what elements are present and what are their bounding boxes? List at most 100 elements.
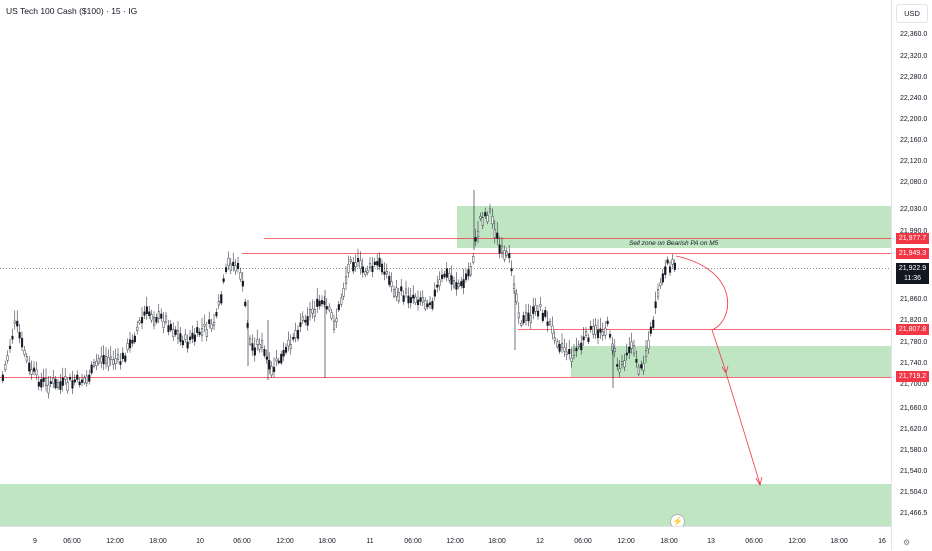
lightning-icon[interactable]: ⚡ [670, 514, 685, 529]
time-tick-label: 18:00 [660, 538, 678, 545]
candle-body [193, 334, 196, 342]
candle-body [378, 257, 381, 267]
candle-body [145, 306, 148, 314]
candle-body [376, 261, 379, 266]
candle-body [133, 335, 136, 343]
candle-body [592, 325, 595, 335]
candle-body [311, 308, 314, 314]
price-tick-label: 21,740.0 [900, 360, 928, 367]
time-tick-label: 06:00 [63, 538, 81, 545]
candle-body [364, 271, 367, 276]
candle-body [472, 256, 475, 263]
candle-body [316, 298, 319, 307]
candle-body [191, 332, 194, 339]
time-tick-label: 12:00 [788, 538, 806, 545]
candle-body [558, 343, 561, 352]
candle-body [124, 355, 127, 362]
supply-zone [457, 206, 891, 248]
candle-body [227, 257, 230, 266]
candle-body [345, 276, 348, 285]
candle-body [609, 334, 612, 338]
chart-area[interactable]: US Tech 100 Cash ($100) · 15 · IG Sell z… [0, 0, 891, 529]
candle-body [532, 306, 535, 315]
candle-body [561, 343, 564, 348]
candle-body [251, 343, 254, 351]
time-tick-label: 13 [707, 538, 715, 545]
candle-body [508, 253, 511, 259]
candle-body [66, 382, 69, 391]
time-tick-label: 18:00 [488, 538, 506, 545]
candle-body [429, 302, 432, 306]
candle-body [270, 366, 273, 376]
candle-body [498, 244, 501, 254]
candle-body [465, 273, 468, 280]
candle-body [68, 377, 72, 380]
candle-body [489, 208, 492, 212]
currency-button[interactable]: USD [896, 4, 928, 23]
candle-body [184, 334, 187, 340]
candle-body [525, 312, 528, 321]
candle-body [556, 341, 559, 348]
candle-body [8, 345, 12, 349]
candle-body [618, 368, 621, 373]
candle-body [47, 384, 50, 394]
price-tick-label: 21,620.0 [900, 426, 928, 433]
candle-body [479, 216, 482, 219]
candle-body [258, 344, 261, 350]
candle-body [421, 297, 424, 303]
time-axis[interactable] [0, 526, 891, 551]
candle-body [90, 364, 93, 374]
candle-body [496, 232, 499, 239]
candle-body [275, 358, 278, 362]
candle-body [277, 360, 280, 364]
price-tick-label: 22,280.0 [900, 74, 928, 81]
candle-body [517, 312, 520, 319]
candle-body [582, 336, 585, 341]
candle-body [527, 312, 530, 322]
candle-body [102, 355, 105, 365]
candle-body [546, 321, 549, 326]
time-tick-label: 12:00 [276, 538, 294, 545]
candle-body [325, 306, 328, 310]
candle-body [232, 261, 235, 267]
candle-body [40, 379, 43, 388]
candle-body [253, 347, 256, 356]
candle-body [212, 321, 216, 326]
time-tick-label: 06:00 [233, 538, 251, 545]
candle-body [167, 325, 170, 332]
candle-body [585, 330, 588, 336]
candle-body [330, 312, 333, 319]
price-chart[interactable] [0, 0, 891, 526]
candle-body [203, 324, 206, 327]
candle-body [568, 349, 571, 355]
time-tick-label: 12 [536, 538, 544, 545]
time-tick-label: 18:00 [318, 538, 336, 545]
candle-body [661, 273, 664, 283]
candle-body [198, 331, 201, 335]
candle-body [383, 271, 386, 275]
candle-body [357, 257, 360, 262]
candle-body [33, 367, 36, 372]
gear-icon[interactable]: ⚙ [903, 538, 911, 547]
candle-body [78, 381, 81, 386]
candle-body [409, 297, 412, 304]
candle-body [109, 356, 112, 360]
candle-body [393, 289, 396, 297]
symbol-title[interactable]: US Tech 100 Cash ($100) · 15 · IG [6, 6, 138, 16]
current-price-badge: 21,922.9 [896, 263, 929, 274]
candle-body [80, 379, 84, 383]
candle-body [97, 358, 100, 364]
candle-body [457, 283, 460, 287]
candle-body [625, 352, 628, 356]
candle-body [265, 356, 268, 360]
candle-body [21, 337, 24, 348]
candle-body [292, 337, 295, 340]
time-tick-label: 06:00 [574, 538, 592, 545]
price-tick-label: 21,466.5 [900, 510, 928, 517]
candle-body [143, 311, 146, 316]
candle-body [553, 337, 556, 341]
price-tick-label: 22,200.0 [900, 116, 928, 123]
candle-body [570, 357, 573, 362]
candle-body [76, 374, 79, 380]
candle-body [522, 315, 525, 323]
